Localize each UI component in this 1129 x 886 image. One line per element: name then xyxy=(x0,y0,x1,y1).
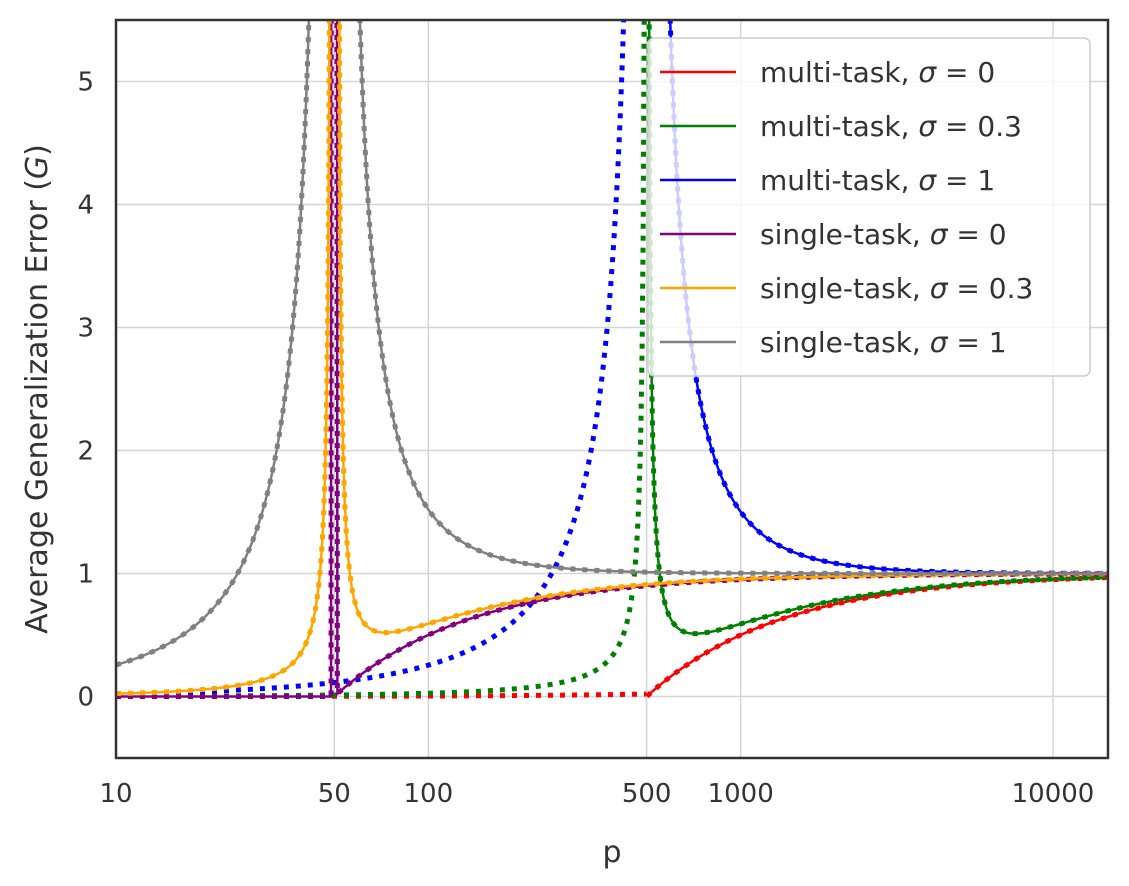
legend-entry-suffix: = 0.3 xyxy=(936,110,1022,143)
legend-entry-prefix: multi-task, xyxy=(760,56,918,89)
series-dotted xyxy=(357,20,1108,576)
legend-entry-symbol: σ xyxy=(930,326,949,359)
legend-entry-suffix: = 1 xyxy=(948,326,1007,359)
series-dotted xyxy=(116,20,312,668)
x-tick-labels: 10 50 100 500 1000 10000 xyxy=(99,779,1094,809)
y-tick-label: 0 xyxy=(77,683,94,713)
y-tick-label: 4 xyxy=(77,191,94,221)
legend-entry: multi-task, σ = 0.3 xyxy=(760,110,1022,143)
legend-entry: single-task, σ = 1 xyxy=(760,326,1007,359)
legend-entry: single-task, σ = 0.3 xyxy=(760,272,1033,305)
y-tick-label: 3 xyxy=(77,314,94,344)
series-line xyxy=(116,20,331,695)
series-line xyxy=(647,20,1108,635)
legend-entry-prefix: single-task, xyxy=(760,272,930,305)
legend-entry-symbol: σ xyxy=(918,164,937,197)
legend-entry-symbol: σ xyxy=(930,272,949,305)
x-tick-label: 10000 xyxy=(1012,779,1095,809)
x-axis-label: p xyxy=(602,835,621,870)
y-axis-label-close: ) xyxy=(20,144,55,156)
x-tick-label: 500 xyxy=(622,779,672,809)
plot-frame xyxy=(114,18,1110,760)
y-tick-label: 1 xyxy=(77,560,94,590)
legend-entry-suffix: = 1 xyxy=(936,164,995,197)
legend-entry-prefix: multi-task, xyxy=(760,164,918,197)
legend-entry: multi-task, σ = 0 xyxy=(760,56,995,89)
series-dotted-high xyxy=(667,20,1108,576)
x-tick-label: 50 xyxy=(318,779,351,809)
series-lines xyxy=(116,20,1108,700)
legend-entry-symbol: σ xyxy=(918,110,937,143)
y-tick-label: 2 xyxy=(77,437,94,467)
legend-entry-suffix: = 0 xyxy=(948,218,1007,251)
y-axis-label-main: Average Generalization Error ( xyxy=(20,179,55,634)
legend-entry-prefix: single-task, xyxy=(760,326,930,359)
y-tick-label: 5 xyxy=(77,68,94,98)
x-tick-label: 10 xyxy=(99,779,132,809)
legend-entry-suffix: = 0 xyxy=(936,56,995,89)
y-axis-label: Average Generalization Error (G) xyxy=(20,144,55,634)
legend-entry-symbol: σ xyxy=(918,56,937,89)
series-dotted xyxy=(116,20,334,699)
y-tick-labels: 0 1 2 3 4 5 xyxy=(77,68,94,713)
x-tick-label: 1000 xyxy=(708,779,774,809)
series-dotted xyxy=(116,20,332,697)
legend-entry-prefix: single-task, xyxy=(760,218,930,251)
series-line xyxy=(116,20,311,667)
y-axis-label-symbol: G xyxy=(20,156,55,179)
legend-entry-symbol: σ xyxy=(930,218,949,251)
legend-entry: single-task, σ = 0 xyxy=(760,218,1007,251)
series-dotted-high xyxy=(645,575,1108,699)
legend-box xyxy=(647,37,1091,377)
legend-entry: multi-task, σ = 1 xyxy=(760,164,995,197)
legend-entry-suffix: = 0.3 xyxy=(948,272,1034,305)
x-tick-label: 100 xyxy=(404,779,454,809)
legend-entry-prefix: multi-task, xyxy=(760,110,918,143)
